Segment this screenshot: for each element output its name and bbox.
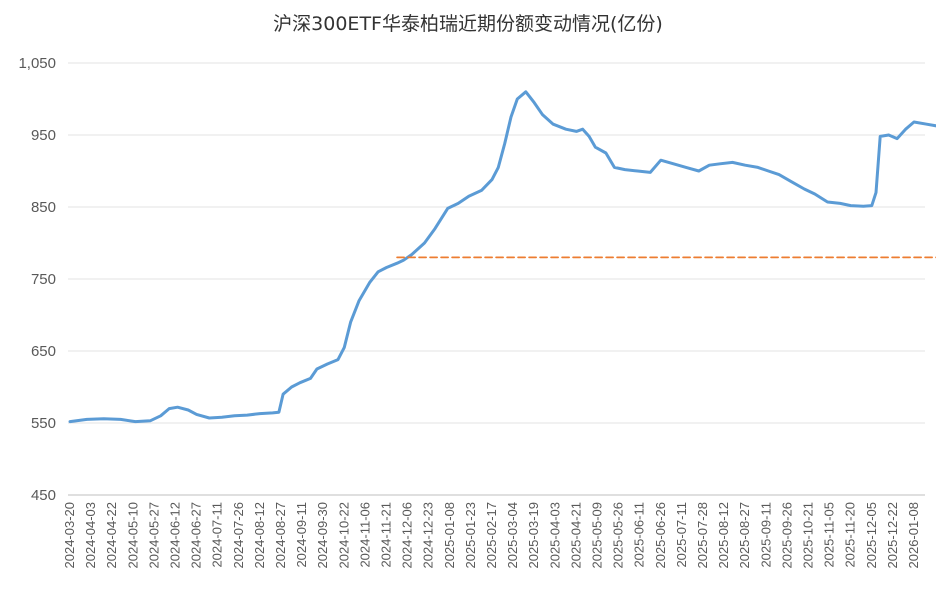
y-tick-label: 950	[31, 127, 56, 144]
series-group	[68, 90, 936, 424]
series-line	[68, 90, 936, 424]
x-tick-label: 2024-11-21	[379, 502, 394, 568]
x-tick-label: 2025-04-21	[568, 502, 583, 569]
x-tick-label: 2025-01-23	[463, 502, 478, 568]
x-tick-label: 2025-01-08	[442, 502, 457, 569]
x-tick-label: 2024-05-27	[146, 502, 161, 569]
x-tick-label: 2025-09-11	[758, 502, 773, 568]
x-tick-label: 2025-09-26	[779, 502, 794, 569]
x-tick-label: 2025-05-09	[590, 502, 605, 569]
x-tick-label: 2024-07-11	[210, 502, 225, 568]
chart-title: 沪深300ETF华泰柏瑞近期份额变动情况(亿份)	[273, 13, 663, 35]
x-tick-label: 2025-06-26	[653, 502, 668, 569]
y-tick-label: 750	[31, 271, 56, 288]
x-tick-label: 2025-12-22	[885, 502, 900, 569]
x-tick-label: 2024-06-27	[189, 502, 204, 569]
x-tick-label: 2025-06-11	[632, 502, 647, 568]
y-axis: 450 550 650 750 850 950 1,050	[18, 55, 56, 504]
x-tick-label: 2024-10-22	[336, 502, 351, 569]
x-axis: 2024-03-20 2024-04-03 2024-04-22 2024-05-10…	[62, 502, 921, 569]
x-tick-label: 2025-11-20	[843, 502, 858, 568]
x-tick-label: 2024-08-12	[252, 502, 267, 569]
x-tick-label: 2025-08-12	[716, 502, 731, 569]
x-tick-label: 2025-11-05	[822, 502, 837, 568]
x-tick-label: 2024-07-26	[231, 502, 246, 569]
x-tick-label: 2024-04-03	[83, 502, 98, 569]
x-tick-label: 2024-05-10	[125, 502, 140, 569]
x-tick-label: 2025-07-28	[695, 502, 710, 569]
y-tick-label: 550	[31, 415, 56, 432]
x-tick-label: 2025-02-17	[484, 502, 499, 569]
x-tick-label: 2025-03-19	[526, 502, 541, 569]
grid-lines	[68, 62, 925, 496]
y-tick-label: 450	[31, 487, 56, 504]
y-tick-label: 650	[31, 343, 56, 360]
x-tick-label: 2024-09-30	[315, 502, 330, 569]
x-tick-label: 2024-03-20	[62, 502, 77, 569]
x-tick-label: 2024-06-12	[168, 502, 183, 569]
x-tick-label: 2024-12-06	[400, 502, 415, 569]
x-tick-label: 2024-09-11	[294, 502, 309, 568]
x-tick-label: 2025-04-03	[547, 502, 562, 569]
x-tick-label: 2025-03-04	[505, 502, 520, 569]
x-tick-label: 2024-12-23	[421, 502, 436, 569]
x-tick-label: 2025-12-05	[864, 502, 879, 569]
x-tick-label: 2025-08-27	[737, 502, 752, 569]
x-tick-label: 2025-05-26	[611, 502, 626, 569]
x-tick-label: 2024-04-22	[104, 502, 119, 569]
y-tick-label: 850	[31, 199, 56, 216]
x-tick-label: 2025-07-11	[674, 502, 689, 568]
y-tick-label: 1,050	[18, 55, 56, 72]
x-tick-label: 2025-10-21	[801, 502, 816, 569]
x-tick-label: 2024-08-27	[273, 502, 288, 569]
x-tick-label: 2024-11-06	[357, 502, 372, 568]
x-tick-label: 2026-01-08	[906, 502, 921, 569]
